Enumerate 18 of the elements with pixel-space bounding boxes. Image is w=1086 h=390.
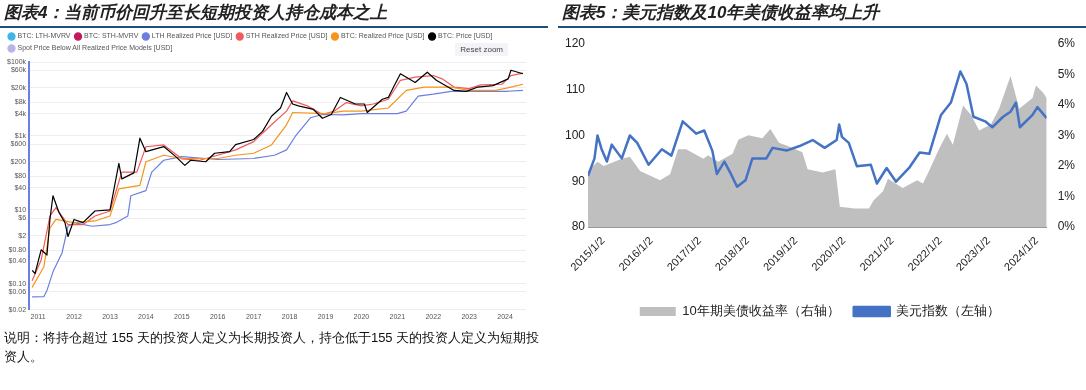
text: 说明：将持仓超过 155 天的投资人定义为长期投资人，持仓低于155 天的投资人定义为短期投资人。 [3,329,541,366]
y-tick-label: 80 [571,219,586,234]
y2-tick-label: 3% [1057,127,1076,142]
y2-tick-label: 6% [1057,36,1076,51]
chart-title: 图表5：美元指数及10年美债收益率均上升 [558,0,1086,28]
y2-tick-label: 5% [1057,66,1076,81]
y-tick-label: 90 [571,173,586,188]
y-tick-label: 100 [564,127,586,142]
chart-title: 图表4：当前币价回升至长短期投资人持仓成本之上 [0,0,548,28]
y-tick-label: 120 [564,36,586,51]
y2-tick-label: 0% [1057,219,1076,234]
y2-tick-label: 4% [1057,97,1076,112]
reset-zoom-button: Reset zoom [455,43,508,56]
y2-tick-label: 2% [1057,158,1076,173]
legend-label: 美元指数（左轴） [896,303,1001,319]
y2-tick-label: 1% [1057,188,1076,203]
legend-label: 10年期美债收益率（右轴） [682,303,840,319]
y-tick-label: 110 [565,82,586,97]
